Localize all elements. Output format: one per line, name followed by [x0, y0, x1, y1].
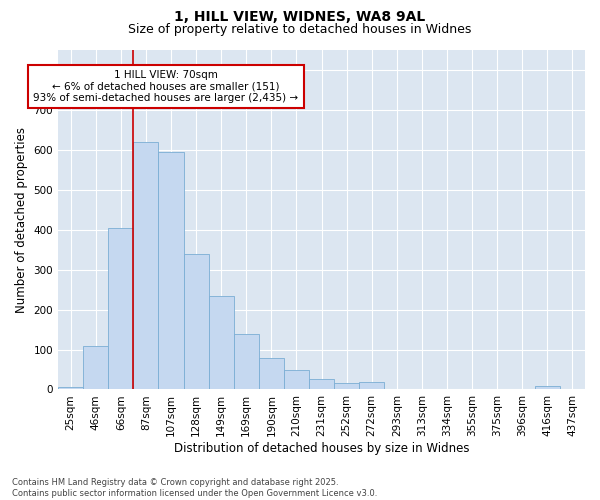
X-axis label: Distribution of detached houses by size in Widnes: Distribution of detached houses by size … — [174, 442, 469, 455]
Bar — [334, 384, 359, 390]
Bar — [133, 142, 158, 390]
Bar — [309, 380, 334, 390]
Text: 1 HILL VIEW: 70sqm
← 6% of detached houses are smaller (151)
93% of semi-detache: 1 HILL VIEW: 70sqm ← 6% of detached hous… — [34, 70, 299, 103]
Bar — [108, 228, 133, 390]
Bar — [535, 386, 560, 390]
Bar — [184, 254, 209, 390]
Text: Contains HM Land Registry data © Crown copyright and database right 2025.
Contai: Contains HM Land Registry data © Crown c… — [12, 478, 377, 498]
Bar — [259, 358, 284, 390]
Bar — [58, 388, 83, 390]
Y-axis label: Number of detached properties: Number of detached properties — [15, 126, 28, 312]
Text: Size of property relative to detached houses in Widnes: Size of property relative to detached ho… — [128, 22, 472, 36]
Bar — [158, 152, 184, 390]
Text: 1, HILL VIEW, WIDNES, WA8 9AL: 1, HILL VIEW, WIDNES, WA8 9AL — [175, 10, 425, 24]
Bar — [209, 296, 233, 390]
Bar — [284, 370, 309, 390]
Bar — [359, 382, 384, 390]
Bar — [83, 346, 108, 390]
Bar — [233, 334, 259, 390]
